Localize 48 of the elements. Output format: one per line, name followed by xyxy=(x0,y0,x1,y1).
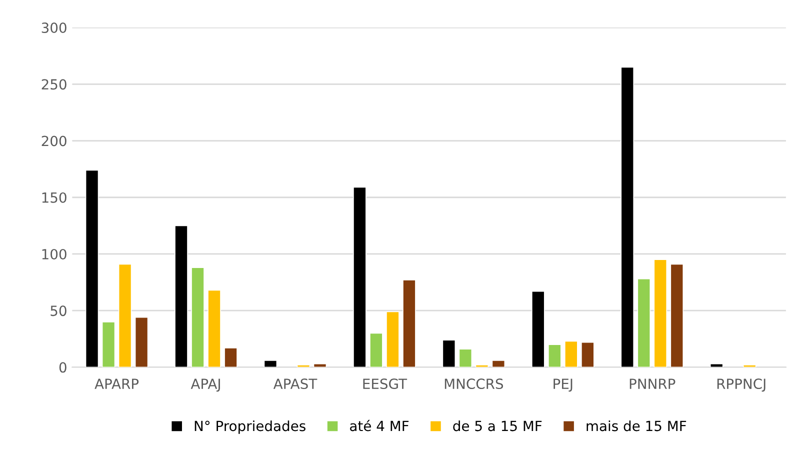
bar xyxy=(564,340,578,368)
bar xyxy=(134,316,148,368)
bar xyxy=(742,364,756,368)
bar xyxy=(296,364,310,368)
bar xyxy=(191,267,204,368)
bar xyxy=(313,363,327,368)
bar xyxy=(531,290,545,368)
bar xyxy=(224,348,238,368)
bar xyxy=(353,186,366,368)
bar xyxy=(458,348,472,368)
y-tick-label: 150 xyxy=(42,192,66,203)
bar xyxy=(620,66,634,368)
y-tick-label: 50 xyxy=(50,306,66,316)
bar xyxy=(670,264,684,368)
bar xyxy=(118,264,132,368)
y-tick-label: 100 xyxy=(42,248,66,260)
bar xyxy=(475,364,489,368)
bar xyxy=(85,170,99,368)
bar xyxy=(710,363,724,368)
y-tick-label: 250 xyxy=(42,79,66,90)
legend-label: de 5 a 15 MF xyxy=(453,420,542,432)
x-tick-label: RPPNCJ xyxy=(717,378,766,392)
x-tick-label: EESGT xyxy=(363,378,408,390)
bar xyxy=(264,360,278,368)
bar xyxy=(402,280,416,368)
legend-label: até 4 MF xyxy=(350,420,409,432)
x-tick-label: APAST xyxy=(273,378,318,390)
legend-label: mais de 15 MF xyxy=(586,420,686,432)
x-tick-label: MNCCRS xyxy=(444,378,504,390)
legend-label: N° Propriedades xyxy=(194,420,306,434)
bar xyxy=(102,321,116,368)
bar xyxy=(492,360,506,368)
y-tick-label: 300 xyxy=(42,22,66,34)
bar xyxy=(174,225,188,368)
bar xyxy=(654,259,668,368)
x-tick-label: PEJ xyxy=(554,378,572,392)
bar xyxy=(637,278,651,368)
y-tick-label: 0 xyxy=(59,362,66,373)
x-tick-label: PNNRP xyxy=(630,378,676,389)
bar xyxy=(442,340,456,368)
bar xyxy=(386,311,400,368)
bar xyxy=(548,344,562,368)
x-tick-label: APARP xyxy=(94,378,139,389)
bar xyxy=(580,342,594,368)
bar xyxy=(208,290,221,368)
y-tick-label: 200 xyxy=(42,136,66,146)
bar xyxy=(370,332,383,368)
x-tick-label: APAJ xyxy=(190,378,220,392)
